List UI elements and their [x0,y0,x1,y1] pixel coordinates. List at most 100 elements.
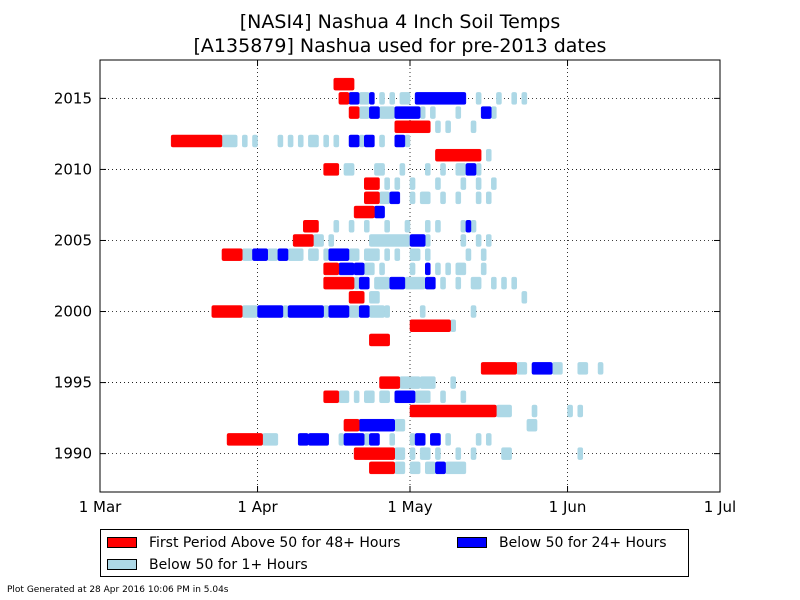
bar-below50-1h-2015 [475,92,482,105]
bar-below50-1h-1994 [338,390,350,404]
bar-below50-24h-1991 [430,433,441,446]
bar-below50-1h-2005 [328,234,335,247]
bar-below50-1h-1991 [445,433,451,446]
bar-below50-1h-2000 [348,305,360,318]
bar-below50-24h-1991 [414,433,426,446]
bar-below50-1h-2010 [399,163,406,176]
bar-below50-24h-2003 [338,262,355,276]
y-tick-label: 2010 [54,160,92,178]
bar-below50-1h-2003 [455,262,467,276]
bar-below50-24h-2014 [369,106,380,119]
bar-below50-24h-2008 [389,191,401,205]
bar-below50-1h-2015 [358,92,370,105]
bar-below50-24h-1989 [435,461,446,475]
bar-below50-1h-2014 [358,106,370,119]
bar-below50-24h-2007 [374,205,385,219]
bar-below50-1h-1990 [409,447,416,460]
bar-below50-1h-1996 [597,362,604,375]
bar-below50-1h-1995 [450,376,456,389]
bar-below50-1h-2012 [297,134,304,148]
bar-below50-1h-2012 [404,134,411,148]
bar-below50-1h-1993 [531,404,538,418]
bar-below50-24h-1992 [358,418,396,432]
legend-label-below50-24h: Below 50 for 24+ Hours [499,535,667,551]
x-tick-label: 1 May [387,498,432,516]
bar-below50-1h-2012 [358,134,365,148]
bar-below50-1h-2014 [430,106,436,119]
title-line-2: [A135879] Nashua used for pre-2013 dates [193,35,607,57]
bar-below50-1h-2005 [485,234,492,247]
bar-below50-24h-1991 [308,433,329,446]
bar-below50-24h-2003 [353,262,365,276]
bar-below50-1h-2004 [394,248,401,261]
bar-below50-1h-2013 [470,120,477,134]
bar-below50-1h-2002 [470,276,482,290]
bar-below50-1h-2012 [333,134,340,148]
bar-below50-1h-2000 [384,305,390,318]
bar-below50-1h-2003 [409,262,416,276]
bar-below50-1h-2002 [404,276,426,290]
bar-below50-1h-2000 [419,305,426,318]
bar-below50-1h-2012 [323,134,329,148]
bar-below50-1h-2010 [374,163,385,176]
bar-below50-1h-1995 [419,376,436,389]
bar-below50-1h-2008 [475,191,482,205]
bar-above50-48h-1989 [369,461,396,475]
bar-below50-1h-2006 [364,220,370,233]
bar-below50-1h-2011 [485,148,492,162]
bar-below50-24h-1991 [369,433,380,446]
bar-below50-1h-1989 [394,461,406,475]
bar-below50-1h-2009 [491,177,497,190]
bar-below50-1h-2012 [221,134,238,148]
bar-below50-24h-2000 [257,305,284,318]
generated-footer: Plot Generated at 28 Apr 2016 10:06 PM i… [7,585,229,595]
bar-below50-1h-2003 [379,262,385,276]
bar-below50-24h-2002 [389,276,406,290]
bar-above50-48h-2015 [338,92,350,105]
bar-below50-1h-1991 [485,433,492,446]
bar-below50-1h-1994 [379,390,390,404]
x-tick-label: 1 Apr [237,498,278,516]
bar-below50-1h-2009 [435,177,441,190]
title-line-1: [NASI4] Nashua 4 Inch Soil Temps [239,11,561,33]
bar-above50-48h-1995 [379,376,401,389]
bar-below50-1h-2008 [485,191,492,205]
bar-below50-1h-1993 [577,404,584,418]
bar-below50-1h-2014 [419,106,426,119]
bar-below50-1h-2004 [384,248,390,261]
bar-below50-1h-2004 [323,248,329,261]
bar-below50-24h-2015 [414,92,467,105]
bar-below50-1h-2002 [374,276,390,290]
bar-below50-1h-2006 [470,220,477,233]
legend-label-below50-1h: Below 50 for 1+ Hours [149,557,308,573]
bar-below50-1h-2003 [480,262,487,276]
bar-below50-1h-2009 [384,177,390,190]
bar-below50-1h-1991 [475,433,482,446]
bar-below50-1h-2012 [287,134,294,148]
bar-below50-1h-2001 [521,291,528,304]
bar-below50-1h-2003 [364,262,375,276]
bar-below50-24h-2002 [424,276,436,290]
x-tick-label: 1 Mar [79,498,122,516]
bar-below50-1h-2005 [369,234,411,247]
bar-below50-24h-2012 [364,134,375,148]
bar-above50-48h-2016 [333,77,355,91]
bar-below50-1h-1990 [419,447,431,460]
legend: First Period Above 50 for 48+ Hours Belo… [100,529,689,577]
bar-below50-1h-2002 [501,276,507,290]
bar-below50-1h-2005 [475,234,482,247]
legend-swatch-above50-48h [107,537,137,548]
bar-below50-1h-2008 [409,191,416,205]
bar-below50-24h-2004 [252,248,268,261]
bar-above50-48h-2009 [364,177,380,190]
bar-below50-1h-2012 [379,134,385,148]
bar-below50-1h-1991 [389,433,396,446]
bar-below50-24h-2015 [348,92,360,105]
bar-below50-1h-2006 [404,220,411,233]
bar-below50-1h-2000 [470,305,477,318]
y-tick-label: 2000 [54,303,92,321]
bar-below50-1h-1994 [353,390,360,404]
bar-below50-24h-2003 [424,262,431,276]
bar-below50-1h-2002 [491,276,497,290]
bar-above50-48h-2005 [292,234,314,247]
